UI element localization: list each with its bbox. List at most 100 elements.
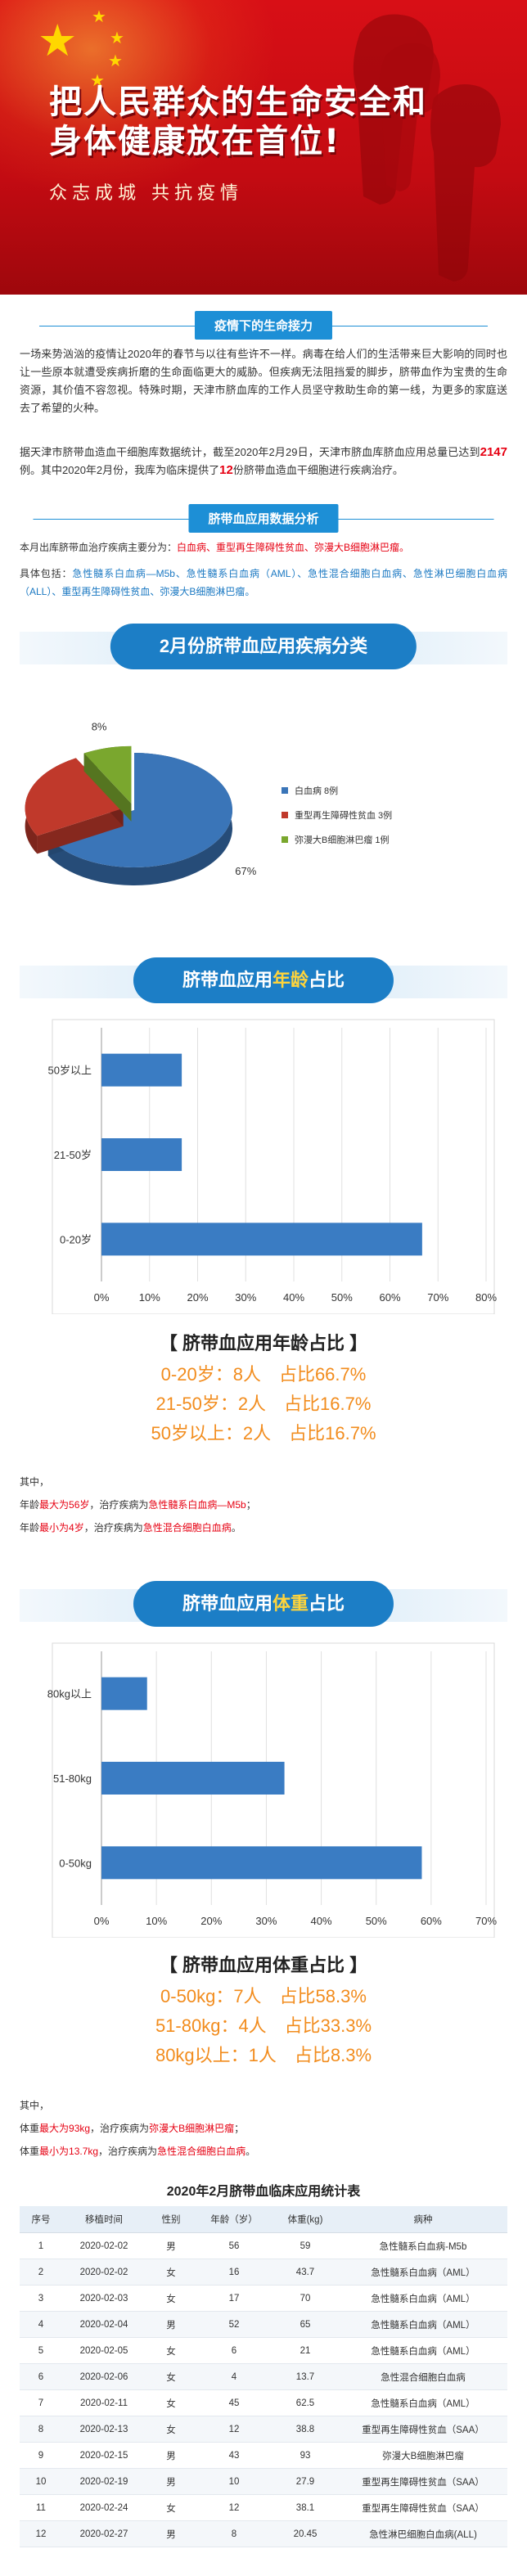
table-cell: 急性淋巴细胞白血病(ALL) — [339, 2520, 507, 2547]
bar — [101, 1762, 285, 1795]
legend-label: 弥漫大B细胞淋巴瘤 1例 — [295, 834, 390, 845]
x-tick-label: 20% — [187, 1291, 208, 1304]
table-cell: 56 — [196, 2232, 272, 2259]
bar — [101, 1677, 147, 1710]
table-cell: 男 — [146, 2311, 196, 2338]
large-star-icon: ★ — [38, 16, 78, 65]
weight-stat-line: 0-50kg：7人 占比58.3% — [160, 1986, 367, 2006]
legend-label: 白血病 8例 — [295, 785, 338, 796]
x-tick-label: 0% — [94, 1915, 110, 1927]
banner-title-line1: 把人民群众的生命安全和 — [49, 83, 427, 121]
age-stat-title: 【 脐带血应用年龄占比 】 — [159, 1333, 368, 1353]
pie-percent-label: 67% — [235, 865, 256, 877]
small-star-icon: ★ — [108, 52, 123, 70]
note-disease: 急性混合细胞白血病 — [142, 1522, 232, 1533]
table-cell: 65 — [272, 2311, 339, 2338]
table-cell: 52 — [196, 2311, 272, 2338]
y-category-label: 80kg以上 — [47, 1688, 92, 1700]
table-cell: 70 — [272, 2285, 339, 2312]
stat-text: 例。其中2020年2月份，我库为临床提供了 — [20, 464, 220, 476]
disease-summary: 本月出库脐带血治疗疾病主要分为：白血病、重型再生障碍性贫血、弥漫大B细胞淋巴瘤。 — [20, 538, 507, 556]
table-cell: 重型再生障碍性贫血（SAA） — [339, 2416, 507, 2443]
bar — [101, 1846, 422, 1880]
table-cell: 女 — [146, 2494, 196, 2521]
pie-percent-label: 8% — [92, 720, 107, 732]
note-text: ； — [245, 1499, 256, 1511]
legend-label: 重型再生障碍性贫血 3例 — [295, 809, 392, 821]
note-text: ，治疗疾病为 — [83, 1522, 143, 1533]
table-body: 1 2020-02-02 男 56 59 急性髓系白血病-M5b 2 2020-02-02 女 1… — [20, 2232, 507, 2547]
pie-slice-top — [83, 745, 132, 804]
disease-list: 急性髓系白血病—M5b、急性髓系白血病（AML）、急性混合细胞白血病、急性淋巴细… — [20, 568, 507, 597]
bar — [101, 1138, 182, 1171]
age-stat-line: 50岁以上：2人 占比16.7% — [151, 1423, 376, 1443]
y-category-label: 51-80kg — [53, 1772, 92, 1785]
table-cell: 2 — [20, 2259, 62, 2286]
bar — [101, 1223, 422, 1256]
x-tick-label: 40% — [283, 1291, 304, 1304]
age-bar-chart-svg: 0% 10% 20% 30% 40% 50% 60% 70% 80% 50岁以上 21-50岁 0-2… — [48, 1019, 497, 1315]
table-title: 2020年2月脐带血临床应用统计表 — [166, 2185, 361, 2199]
table-cell: 2020-02-03 — [62, 2285, 146, 2312]
weight-note-intro: 其中， — [20, 2100, 50, 2111]
table-cell: 5 — [20, 2337, 62, 2364]
band-text: 占比 — [309, 1593, 345, 1614]
pie-slice-top — [25, 758, 124, 836]
pie-chart-title: 2月份脐带血应用疾病分类 — [110, 624, 417, 669]
age-note-intro: 其中， — [20, 1476, 50, 1488]
table-cell: 急性髓系白血病（AML） — [339, 2337, 507, 2364]
table-cell: 8 — [196, 2520, 272, 2547]
y-category-label: 50岁以上 — [48, 1065, 92, 1077]
x-tick-label: 20% — [200, 1915, 222, 1927]
section-heading-life-relay: 疫情下的生命接力 — [38, 311, 489, 340]
table-row: 8 2020-02-13 女 12 38.8 重型再生障碍性贫血（SAA） — [20, 2416, 507, 2443]
x-tick-label: 70% — [427, 1291, 448, 1304]
table-cell: 8 — [20, 2416, 62, 2443]
table-cell: 45 — [196, 2389, 272, 2416]
table-cell: 10 — [196, 2468, 272, 2495]
age-chart-title: 脐带血应用年龄占比 — [133, 957, 394, 1003]
note-text: ； — [234, 2123, 245, 2134]
note-text: 。 — [245, 2146, 256, 2157]
table-row: 12 2020-02-27 男 8 20.45 急性淋巴细胞白血病(ALL) — [20, 2520, 507, 2547]
weight-bar-chart: 0% 10% 20% 30% 40% 50% 60% 70% 80kg以上 51-80kg 0-50… — [20, 1635, 507, 1939]
weight-chart-band: 脐带血应用体重占比 — [20, 1581, 507, 1627]
note-disease: 弥漫大B细胞淋巴瘤 — [149, 2123, 235, 2134]
table-cell: 13.7 — [272, 2363, 339, 2390]
column-header: 性别 — [146, 2206, 196, 2233]
note-text: ，治疗疾病为 — [98, 2146, 158, 2157]
note-text: 。 — [231, 1522, 241, 1533]
weight-chart-title: 脐带血应用体重占比 — [133, 1581, 394, 1627]
table-cell: 女 — [146, 2337, 196, 2364]
x-tick-label: 50% — [331, 1291, 353, 1304]
pie-slice-top — [47, 753, 232, 867]
x-tick-label: 0% — [94, 1291, 110, 1304]
age-note-max: 年龄最大为56岁，治疗疾病为急性髓系白血病—M5b； — [20, 1496, 507, 1514]
pie-chart-band: 2月份脐带血应用疾病分类 — [20, 624, 507, 669]
table-cell: 急性髓系白血病（AML） — [339, 2389, 507, 2416]
small-star-icon: ★ — [110, 29, 124, 47]
y-category-label: 21-50岁 — [54, 1149, 92, 1161]
weight-note-max: 体重最大为93kg，治疗疾病为弥漫大B细胞淋巴瘤； — [20, 2119, 507, 2137]
table-cell: 女 — [146, 2363, 196, 2390]
table-cell: 6 — [196, 2337, 272, 2364]
note-text: 年龄 — [20, 1499, 40, 1511]
table-row: 3 2020-02-03 女 17 70 急性髓系白血病（AML） — [20, 2285, 507, 2312]
table-cell: 59 — [272, 2232, 339, 2259]
x-tick-label: 40% — [311, 1915, 332, 1927]
column-header: 年龄（岁） — [196, 2206, 272, 2233]
table-cell: 2020-02-06 — [62, 2363, 146, 2390]
hero-banner: ★ ★ ★ ★ ★ 把人民群众的生命安全和 身体健康放在首位! 众志成城 共抗疫… — [0, 0, 527, 295]
note-highlight: 最小为13.7kg — [39, 2146, 99, 2157]
table-cell: 43.7 — [272, 2259, 339, 2286]
x-tick-label: 10% — [139, 1291, 160, 1304]
banner-slogan: 众志成城 共抗疫情 — [49, 183, 243, 204]
note-disease: 急性髓系白血病—M5b — [148, 1499, 246, 1511]
legend-swatch — [282, 836, 288, 843]
note-disease: 急性混合细胞白血病 — [157, 2146, 246, 2157]
note-text: 年龄 — [20, 1522, 40, 1533]
details-label: 具体包括： — [20, 568, 73, 579]
table-cell: 重型再生障碍性贫血（SAA） — [339, 2468, 507, 2495]
banner-title-line2: 身体健康放在首位! — [49, 123, 341, 160]
age-stat-line: 0-20岁：8人 占比66.7% — [160, 1364, 367, 1385]
